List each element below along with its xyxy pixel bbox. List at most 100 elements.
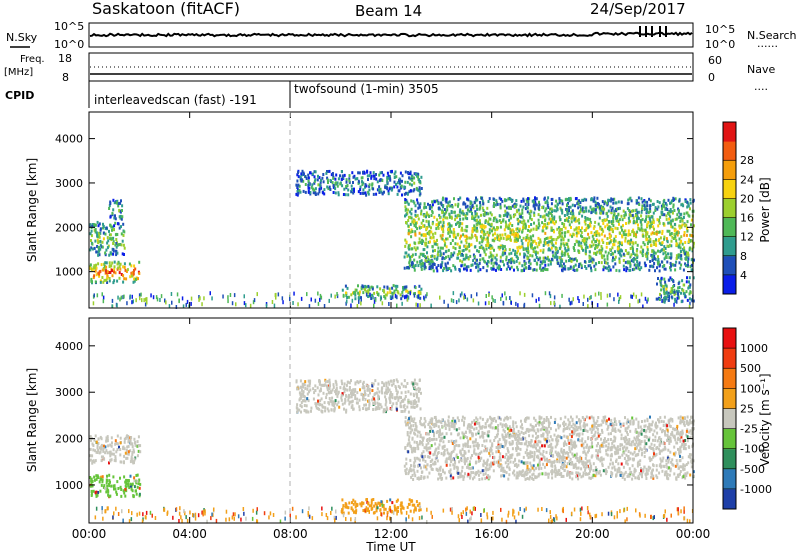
power-echo-cell: [527, 247, 529, 251]
power-echo-cell: [318, 183, 321, 187]
velocity-echo-cell: [363, 403, 366, 407]
power-echo-cell: [687, 253, 690, 257]
power-echo-cell: [509, 238, 512, 242]
power-echo-cell: [106, 236, 109, 240]
power-echo-cell: [327, 187, 330, 191]
power-echo-cell: [365, 290, 368, 294]
power-echo-cell: [475, 235, 478, 239]
power-ground-cell: [211, 296, 213, 301]
power-echo-cell: [348, 174, 351, 178]
velocity-echo-cell: [385, 398, 387, 402]
power-echo-cell: [411, 253, 414, 257]
velocity-echo-cell: [602, 444, 605, 448]
power-echo-cell: [555, 238, 558, 242]
power-echo-cell: [507, 197, 510, 201]
power-echo-cell: [522, 205, 525, 209]
power-echo-cell: [409, 222, 412, 226]
power-echo-cell: [378, 191, 381, 194]
power-echo-cell: [476, 229, 479, 233]
power-echo-cell: [605, 261, 608, 265]
velocity-echo-cell: [307, 379, 310, 383]
power-ground-cell: [144, 302, 147, 307]
power-ground-cell: [92, 301, 95, 306]
velocity-echo-cell: [610, 432, 612, 436]
velocity-echo-cell: [373, 397, 376, 401]
power-colorbar-tick-label: 4: [740, 269, 747, 282]
power-echo-cell: [413, 176, 416, 180]
power-echo-cell: [460, 253, 463, 257]
power-echo-cell: [658, 238, 661, 241]
power-echo-cell: [691, 299, 694, 303]
power-echo-cell: [470, 236, 473, 240]
velocity-echo-cell: [545, 416, 548, 419]
velocity-echo-cell: [134, 443, 137, 447]
power-echo-cell: [299, 190, 302, 194]
power-echo-cell: [668, 229, 671, 233]
power-echo-cell: [629, 255, 632, 259]
velocity-echo-cell: [133, 485, 136, 489]
power-ground-cell: [319, 293, 322, 298]
power-ground-cell: [229, 293, 232, 297]
power-echo-cell: [550, 241, 553, 245]
velocity-echo-cell: [506, 427, 509, 431]
power-ground-cell: [350, 303, 352, 308]
velocity-echo-cell: [474, 438, 477, 442]
power-echo-cell: [683, 248, 686, 252]
velocity-echo-cell: [389, 379, 392, 383]
velocity-echo-cell: [327, 409, 330, 413]
power-echo-cell: [677, 290, 680, 293]
power-echo-cell: [482, 233, 485, 237]
power-echo-cell: [450, 269, 453, 273]
velocity-echo-cell: [679, 415, 682, 419]
power-echo-cell: [537, 213, 540, 217]
power-echo-cell: [603, 234, 606, 238]
power-echo-cell: [318, 176, 321, 180]
power-ground-cell: [642, 304, 644, 309]
power-echo-cell: [637, 223, 639, 227]
power-echo-cell: [491, 227, 494, 231]
velocity-echo-cell: [335, 386, 338, 390]
power-echo-cell: [583, 197, 586, 201]
velocity-echo-cell: [538, 446, 541, 450]
velocity-echo-cell: [106, 435, 109, 439]
power-echo-cell: [688, 297, 691, 301]
power-echo-cell: [111, 211, 114, 215]
power-echo-cell: [656, 207, 659, 211]
power-echo-cell: [553, 215, 556, 219]
power-echo-cell: [595, 234, 598, 237]
power-ground-cell: [583, 294, 585, 299]
velocity-echo-cell: [326, 386, 329, 390]
velocity-echo-cell: [551, 446, 554, 450]
power-echo-cell: [444, 250, 447, 254]
velocity-echo-cell: [390, 408, 393, 411]
power-echo-cell: [367, 190, 370, 194]
power-echo-cell: [510, 251, 513, 255]
power-ground-cell: [406, 297, 409, 302]
power-echo-cell: [517, 238, 519, 242]
velocity-echo-cell: [529, 455, 532, 459]
power-ground-cell: [253, 298, 256, 303]
power-echo-cell: [439, 234, 442, 238]
power-echo-cell: [614, 201, 617, 205]
velocity-echo-cell: [298, 391, 301, 395]
power-echo-cell: [574, 263, 577, 267]
power-echo-cell: [549, 217, 552, 221]
velocity-echo-cell: [579, 421, 581, 425]
power-echo-cell: [446, 237, 449, 241]
power-echo-cell: [583, 210, 586, 214]
velocity-echo-cell: [547, 445, 550, 448]
power-echo-cell: [660, 204, 663, 208]
power-ground-cell: [505, 296, 507, 301]
velocity-echo-cell: [572, 455, 575, 458]
velocity-echo-cell: [588, 472, 591, 476]
power-echo-cell: [613, 257, 616, 261]
power-echo-cell: [440, 203, 443, 207]
power-echo-cell: [652, 249, 655, 253]
power-echo-cell: [654, 269, 656, 273]
velocity-echo-cell: [498, 457, 501, 460]
velocity-echo-cell: [126, 479, 129, 482]
velocity-echo-cell: [591, 445, 594, 449]
power-ground-cell: [461, 291, 463, 296]
power-echo-cell: [638, 261, 641, 265]
